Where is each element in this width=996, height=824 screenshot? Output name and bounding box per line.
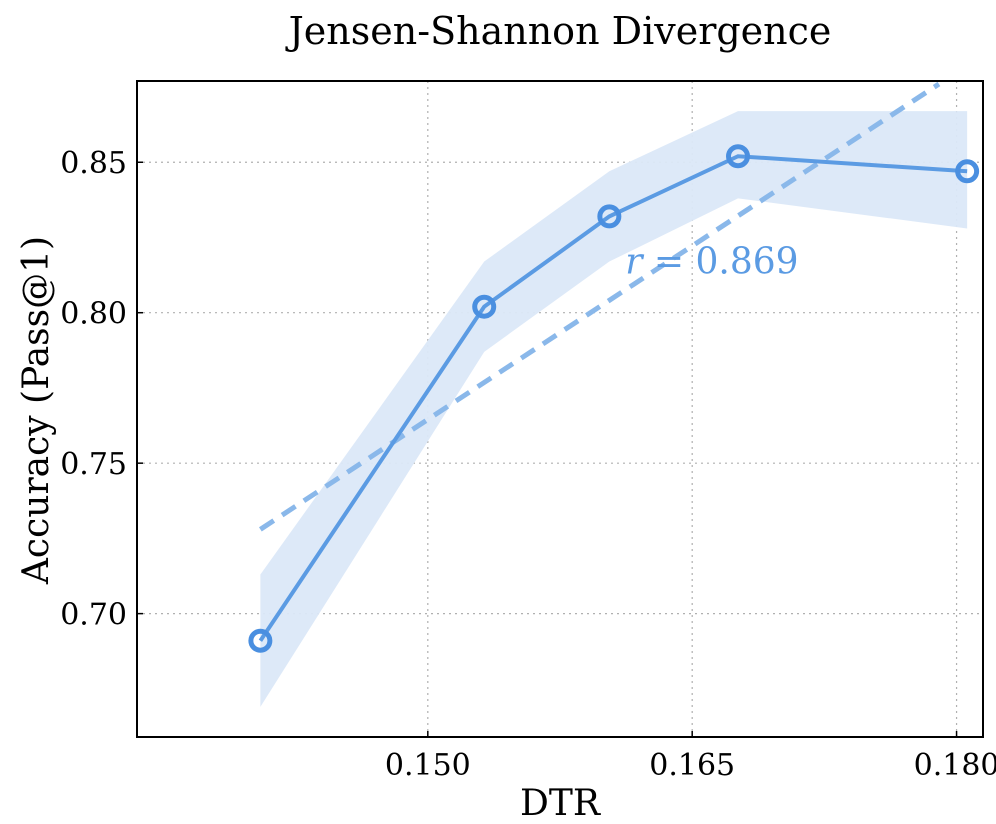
data-point (955, 159, 980, 184)
y-tick-label: 0.75 (60, 447, 127, 482)
x-tick-label: 0.165 (649, 748, 735, 783)
x-axis-label: DTR (520, 783, 601, 820)
y-tick-label: 0.80 (60, 297, 127, 332)
fit-line-group (259, 81, 941, 532)
data-point (248, 628, 273, 653)
plot-frame (136, 80, 984, 738)
x-ticks: 0.150 0.165 0.180 (385, 731, 996, 783)
x-tick-label: 0.150 (385, 748, 471, 783)
annotation-eq: = 0.869 (642, 242, 798, 283)
y-axis-label: Accuracy (Pass@1) (16, 236, 57, 585)
correlation-annotation: r = 0.869 (625, 242, 798, 283)
chart-title: Jensen-Shannon Divergence (285, 9, 832, 53)
fit-line (259, 81, 941, 532)
series-line (258, 154, 968, 642)
y-ticks: 0.70 0.75 0.80 0.85 (60, 146, 143, 633)
confidence-band (260, 111, 968, 707)
confidence-band-group (260, 111, 968, 707)
markers-group (248, 144, 980, 653)
y-tick-label: 0.70 (60, 598, 127, 633)
annotation-var: r (625, 242, 644, 283)
x-tick-label: 0.180 (914, 748, 996, 783)
data-point (726, 144, 751, 169)
data-point (472, 294, 497, 319)
data-point (597, 204, 622, 229)
y-tick-label: 0.85 (60, 146, 127, 181)
series-group (258, 154, 968, 642)
